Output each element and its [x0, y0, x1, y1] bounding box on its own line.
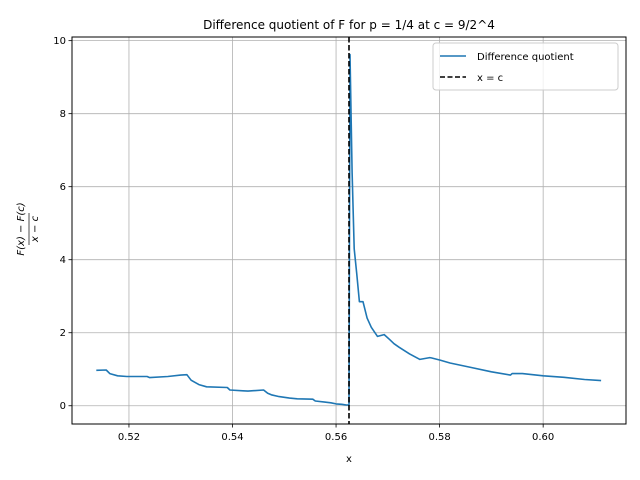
y-label-numerator: F(x) − F(c) [16, 202, 27, 255]
y-label-denominator: x − c [30, 215, 41, 243]
x-axis-label: x [346, 454, 352, 465]
y-tick-label: 8 [60, 109, 66, 120]
y-tick-label: 6 [60, 182, 66, 193]
x-tick-label: 0.52 [118, 432, 140, 443]
legend-label-difference-quotient: Difference quotient [477, 52, 574, 63]
legend-label-x-equals-c: x = c [477, 73, 503, 84]
y-tick-label: 0 [60, 401, 66, 412]
x-tick-label: 0.54 [221, 432, 243, 443]
y-axis-label: F(x) − F(c) x − c [16, 202, 41, 255]
series-line-difference-quotient [96, 53, 602, 406]
legend-box [432, 42, 619, 91]
x-tick-label: 0.56 [325, 432, 347, 443]
legend: Difference quotient x = c [432, 42, 619, 91]
axes-frame [71, 36, 627, 425]
y-tick-label: 2 [60, 328, 66, 339]
plot-series [96, 53, 602, 406]
x-tick-label: 0.58 [428, 432, 450, 443]
axis-ticks: 0.52 0.54 0.56 0.58 0.60 0 2 4 6 8 10 [53, 36, 554, 443]
chart-title: Difference quotient of F for p = 1/4 at … [203, 18, 495, 32]
x-tick-label: 0.60 [532, 432, 554, 443]
y-tick-label: 4 [60, 255, 66, 266]
y-tick-label: 10 [53, 36, 66, 47]
